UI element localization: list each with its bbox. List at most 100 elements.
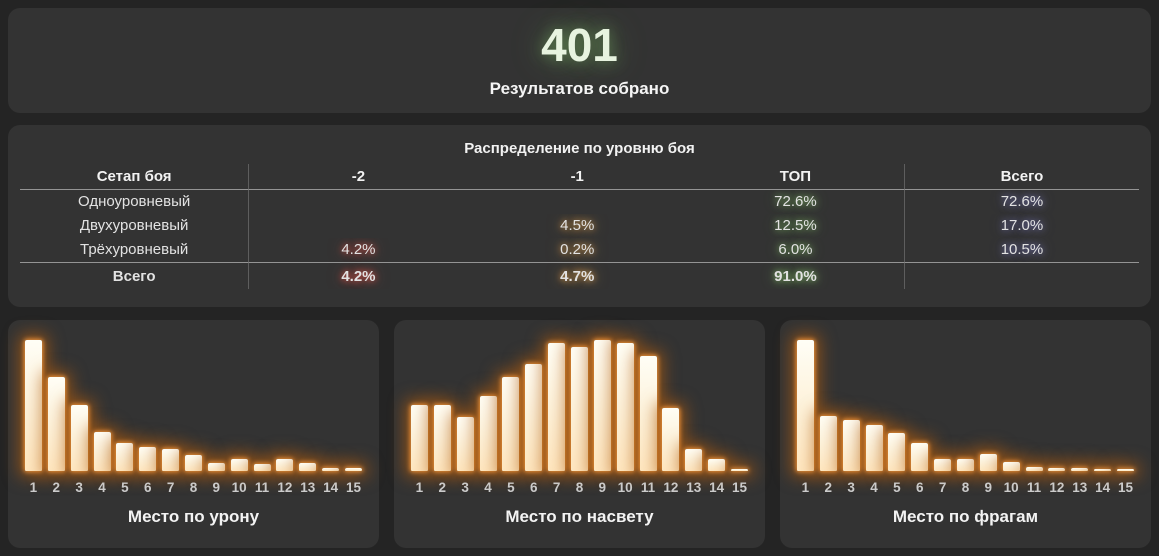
bar-area (322, 338, 340, 471)
bar-area (685, 338, 703, 471)
results-count: 401 (541, 19, 618, 71)
table-cell (248, 214, 467, 238)
bar (230, 459, 248, 471)
bar-area (344, 338, 362, 471)
bar (662, 408, 680, 471)
x-tick-label: 8 (575, 480, 584, 495)
x-tick-label: 10 (617, 480, 633, 495)
table-cell: 4.5% (560, 217, 595, 234)
bar-slot: 6 (136, 338, 159, 495)
bar-slot: 13 (682, 338, 705, 495)
x-tick-label: 13 (686, 480, 702, 495)
bar-area (888, 338, 906, 471)
bar (456, 417, 474, 471)
bar-area (299, 338, 317, 471)
x-tick-label: 1 (29, 480, 38, 495)
bar (911, 443, 929, 471)
x-tick-label: 6 (915, 480, 924, 495)
total-cell (903, 262, 1139, 289)
total-row-label: Всего (20, 262, 249, 289)
bar-area (456, 338, 474, 471)
bar (685, 449, 703, 471)
bar-area (502, 338, 520, 471)
bar-area (276, 338, 294, 471)
x-tick-label: 4 (484, 480, 492, 495)
bar (207, 463, 225, 471)
bar-area (47, 338, 65, 471)
results-summary-panel: 401 Результатов собрано (8, 8, 1151, 113)
bar (47, 377, 65, 471)
bar-area (662, 338, 680, 471)
bar-slot: 14 (319, 338, 342, 495)
bar-slot: 9 (591, 338, 614, 495)
bar (1048, 468, 1066, 471)
bar-area (1025, 338, 1043, 471)
bar (865, 425, 883, 471)
table-cell: 10.5% (903, 238, 1139, 262)
bar-slot: 15 (728, 338, 751, 495)
bar (842, 420, 860, 471)
x-tick-label: 13 (1072, 480, 1088, 495)
bar (956, 459, 974, 471)
row-label: Трёхуровневый (80, 241, 189, 258)
bar (322, 468, 340, 471)
x-tick-label: 13 (300, 480, 316, 495)
row-label: Двухуровневый (79, 217, 189, 234)
bar-slot: 1 (22, 338, 45, 495)
bar-slot: 8 (182, 338, 205, 495)
x-tick-label: 7 (166, 480, 175, 495)
x-tick-label: 15 (345, 480, 361, 495)
bar-area (116, 338, 134, 471)
x-tick-label: 14 (709, 480, 725, 495)
results-caption: Результатов собрано (489, 79, 670, 98)
bar-area (1048, 338, 1066, 471)
bar-slot: 13 (1068, 338, 1091, 495)
bar-slot: 13 (296, 338, 319, 495)
bar-slot: 9 (205, 338, 228, 495)
total-cell: 91.0% (686, 262, 904, 289)
x-tick-label: 3 (75, 480, 83, 495)
bar-area (639, 338, 657, 471)
bar-chart-frags: 1 2 3 4 5 6 7 8 9 10 11 12 13 14 15 (794, 338, 1137, 495)
bar-slot: 4 (477, 338, 500, 495)
bar-area (162, 338, 180, 471)
bar-area (570, 338, 588, 471)
x-tick-label: 9 (212, 480, 221, 495)
bar (888, 433, 906, 471)
bar-area (207, 338, 225, 471)
x-tick-label: 7 (938, 480, 947, 495)
bar-area (865, 338, 883, 471)
bar (433, 405, 451, 471)
chart-panel-spotting: 1 2 3 4 5 6 7 8 9 10 11 12 13 14 15 Место по насвету (394, 320, 765, 548)
bar-slot: 2 (45, 338, 68, 495)
bar (1116, 469, 1134, 471)
table-cell: 17.0% (903, 214, 1139, 238)
bar-slot: 7 (931, 338, 954, 495)
bar-slot: 15 (1114, 338, 1137, 495)
column-header-total: Всего (903, 164, 1139, 190)
bar-slot: 4 (863, 338, 886, 495)
bar (730, 469, 748, 471)
x-tick-label: 10 (231, 480, 247, 495)
bar (299, 463, 317, 471)
bar-slot: 3 (68, 338, 91, 495)
x-tick-label: 6 (143, 480, 152, 495)
total-cell: 4.7% (467, 262, 687, 289)
bar-area (593, 338, 611, 471)
bar-area (253, 338, 271, 471)
bar-slot: 7 (159, 338, 182, 495)
x-tick-label: 1 (801, 480, 810, 495)
bar-slot: 12 (1045, 338, 1068, 495)
x-tick-label: 12 (277, 480, 293, 495)
bar-slot: 8 (568, 338, 591, 495)
x-tick-label: 5 (121, 480, 129, 495)
column-header-setup: Сетап боя (20, 164, 249, 190)
chart-title: Место по насвету (505, 506, 654, 526)
bar (502, 377, 520, 471)
bar-area (934, 338, 952, 471)
x-tick-label: 1 (415, 480, 424, 495)
x-tick-label: 14 (323, 480, 339, 495)
x-tick-label: 11 (1026, 480, 1042, 495)
bar-area (979, 338, 997, 471)
